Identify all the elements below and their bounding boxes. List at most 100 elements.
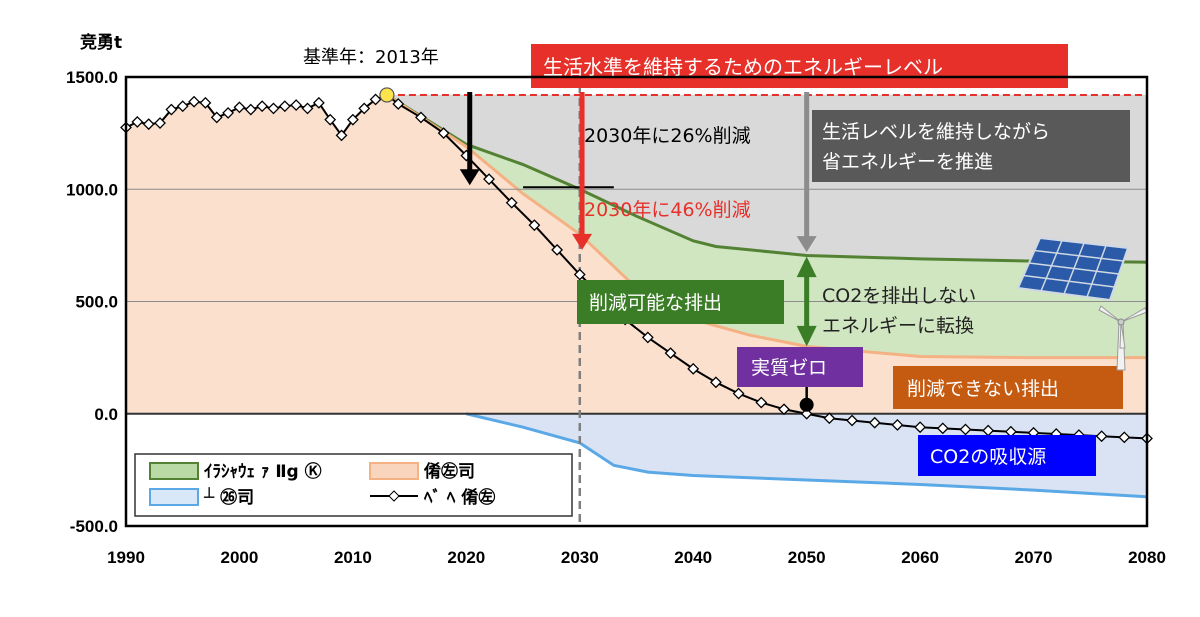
reducible-box: 削減可能な排出 xyxy=(577,280,784,324)
solar-panel-icon xyxy=(1016,236,1130,302)
emission-point xyxy=(165,103,178,116)
emission-point xyxy=(1095,430,1108,443)
emission-point xyxy=(222,107,235,119)
emission-point xyxy=(573,268,586,281)
emission-point xyxy=(301,102,314,115)
y-tick-label: 0.0 xyxy=(94,405,118,424)
energy-saving-box-text: 生活レベルを維持しながら xyxy=(822,121,1050,143)
emission-point xyxy=(959,423,972,436)
legend-swatch-marker xyxy=(388,490,400,502)
arrow-26-percent-head xyxy=(459,169,480,186)
x-tick-label: 2010 xyxy=(334,548,372,567)
emission-point xyxy=(868,416,881,429)
emission-point xyxy=(369,93,382,106)
irreducible-box-text: 削減できない排出 xyxy=(907,378,1059,400)
emission-point xyxy=(528,219,541,232)
x-tick-label: 2050 xyxy=(788,548,826,567)
annotation-layer: 生活水準を維持するためのエネルギーレベル生活レベルを維持しながら省エネルギーを推… xyxy=(459,44,1148,476)
emission-point xyxy=(210,111,223,124)
energy-level-box: 生活水準を維持するためのエネルギーレベル xyxy=(531,44,1068,88)
y-tick-label: -500.0 xyxy=(70,517,118,536)
emission-point xyxy=(244,103,257,116)
net-zero-box: 実質ゼロ xyxy=(737,347,863,387)
emission-line xyxy=(125,93,1148,440)
green-boundary-line xyxy=(386,93,1148,264)
legend-label: 倄㊧司 xyxy=(423,461,475,482)
legend-label: ｲﾗｼｬｳｪ ｧ Ⅱg Ⓚ xyxy=(204,461,322,482)
turbine-blade xyxy=(1098,305,1122,323)
arrow-energy-saving-head xyxy=(796,236,817,253)
legend-swatch-box xyxy=(149,488,199,506)
emission-point xyxy=(233,101,246,114)
legend: ｲﾗｼｬｳｪ ｧ Ⅱg Ⓚ 倄㊧司 ┴ ㉖司 ﾍﾞ ﾍ 倄㊧ xyxy=(134,453,573,517)
y-axis-label: 竞勇t xyxy=(80,32,122,53)
legend-label: ┴ ㉖司 xyxy=(203,487,254,508)
emission-point xyxy=(914,421,927,434)
energy-level-box-text: 生活水準を維持するためのエネルギーレベル xyxy=(543,55,943,79)
emission-point xyxy=(335,129,348,142)
energy-level-box-bg xyxy=(531,44,1068,88)
y-tick-label: 500.0 xyxy=(75,293,118,312)
arrow-conversion xyxy=(796,256,817,347)
x-tick-label: 2000 xyxy=(221,548,259,567)
emission-point xyxy=(346,113,359,126)
axes-layer: 1500.0 1000.0 500.0 0.0 -500.0 1990 2000 2010 20… xyxy=(66,32,1166,567)
emission-point xyxy=(154,117,166,129)
emission-point xyxy=(823,412,836,425)
arrow-26-percent xyxy=(459,92,480,186)
blue-boundary-line xyxy=(465,412,1148,499)
legend-swatch-box xyxy=(149,462,199,480)
x-tick-label: 2060 xyxy=(901,548,939,567)
y-tick-label: 1000.0 xyxy=(66,180,118,199)
emission-point xyxy=(188,95,200,108)
emission-point xyxy=(483,173,495,186)
emission-point xyxy=(358,102,371,115)
reducible-box-bg xyxy=(577,280,784,324)
emission-point xyxy=(891,419,904,431)
base-year-label: 基準年：2013年 xyxy=(303,47,439,68)
emission-point xyxy=(664,347,677,360)
emission-point xyxy=(1118,431,1131,444)
emission-point xyxy=(290,99,303,111)
x-tick-label: 2070 xyxy=(1015,548,1053,567)
arrow-conversion-head-up xyxy=(796,256,817,278)
net-zero-box-bg xyxy=(737,347,863,387)
emission-point xyxy=(641,331,654,344)
legend-label: ﾍﾞ ﾍ 倄㊧ xyxy=(423,487,495,508)
x-tick-label: 1990 xyxy=(107,548,145,567)
arrow-energy-saving xyxy=(796,92,817,253)
emission-point xyxy=(936,422,949,435)
energy-saving-box-text: 省エネルギーを推進 xyxy=(822,151,993,173)
turbine-blade xyxy=(1119,321,1126,349)
x-tick-label: 2040 xyxy=(674,548,712,567)
arrow-46-percent-head xyxy=(572,233,593,250)
target-26-label: 2030年に26%削減 xyxy=(584,125,751,147)
emission-point xyxy=(176,100,189,113)
emission-point xyxy=(551,243,564,256)
solar-panel-grid xyxy=(1086,245,1107,298)
base-year-point xyxy=(379,87,395,103)
irreducible-box: 削減できない排出 xyxy=(893,366,1123,409)
net-zero-box-text: 実質ゼロ xyxy=(751,357,827,379)
legend-frame xyxy=(134,453,573,517)
absorption-box-text: CO2の吸収源 xyxy=(930,446,1046,468)
emission-point xyxy=(437,127,450,140)
conversion-label: エネルギーに転換 xyxy=(822,315,974,337)
emission-point xyxy=(324,113,337,126)
peach-area xyxy=(126,94,1147,414)
emission-point xyxy=(846,414,858,427)
reducible-box-text: 削減可能な排出 xyxy=(589,292,722,314)
emission-point xyxy=(278,100,291,113)
green-area xyxy=(386,94,1147,358)
emission-point xyxy=(687,362,700,375)
x-tick-label: 2080 xyxy=(1128,548,1166,567)
emission-point xyxy=(415,111,427,124)
emission-point xyxy=(256,100,269,113)
irreducible-box-bg xyxy=(893,366,1123,409)
x-tick-label: 2030 xyxy=(561,548,599,567)
plot-frame xyxy=(124,75,1149,528)
emission-point xyxy=(142,118,155,131)
turbine-hub xyxy=(1117,318,1125,326)
emission-point xyxy=(732,387,745,400)
